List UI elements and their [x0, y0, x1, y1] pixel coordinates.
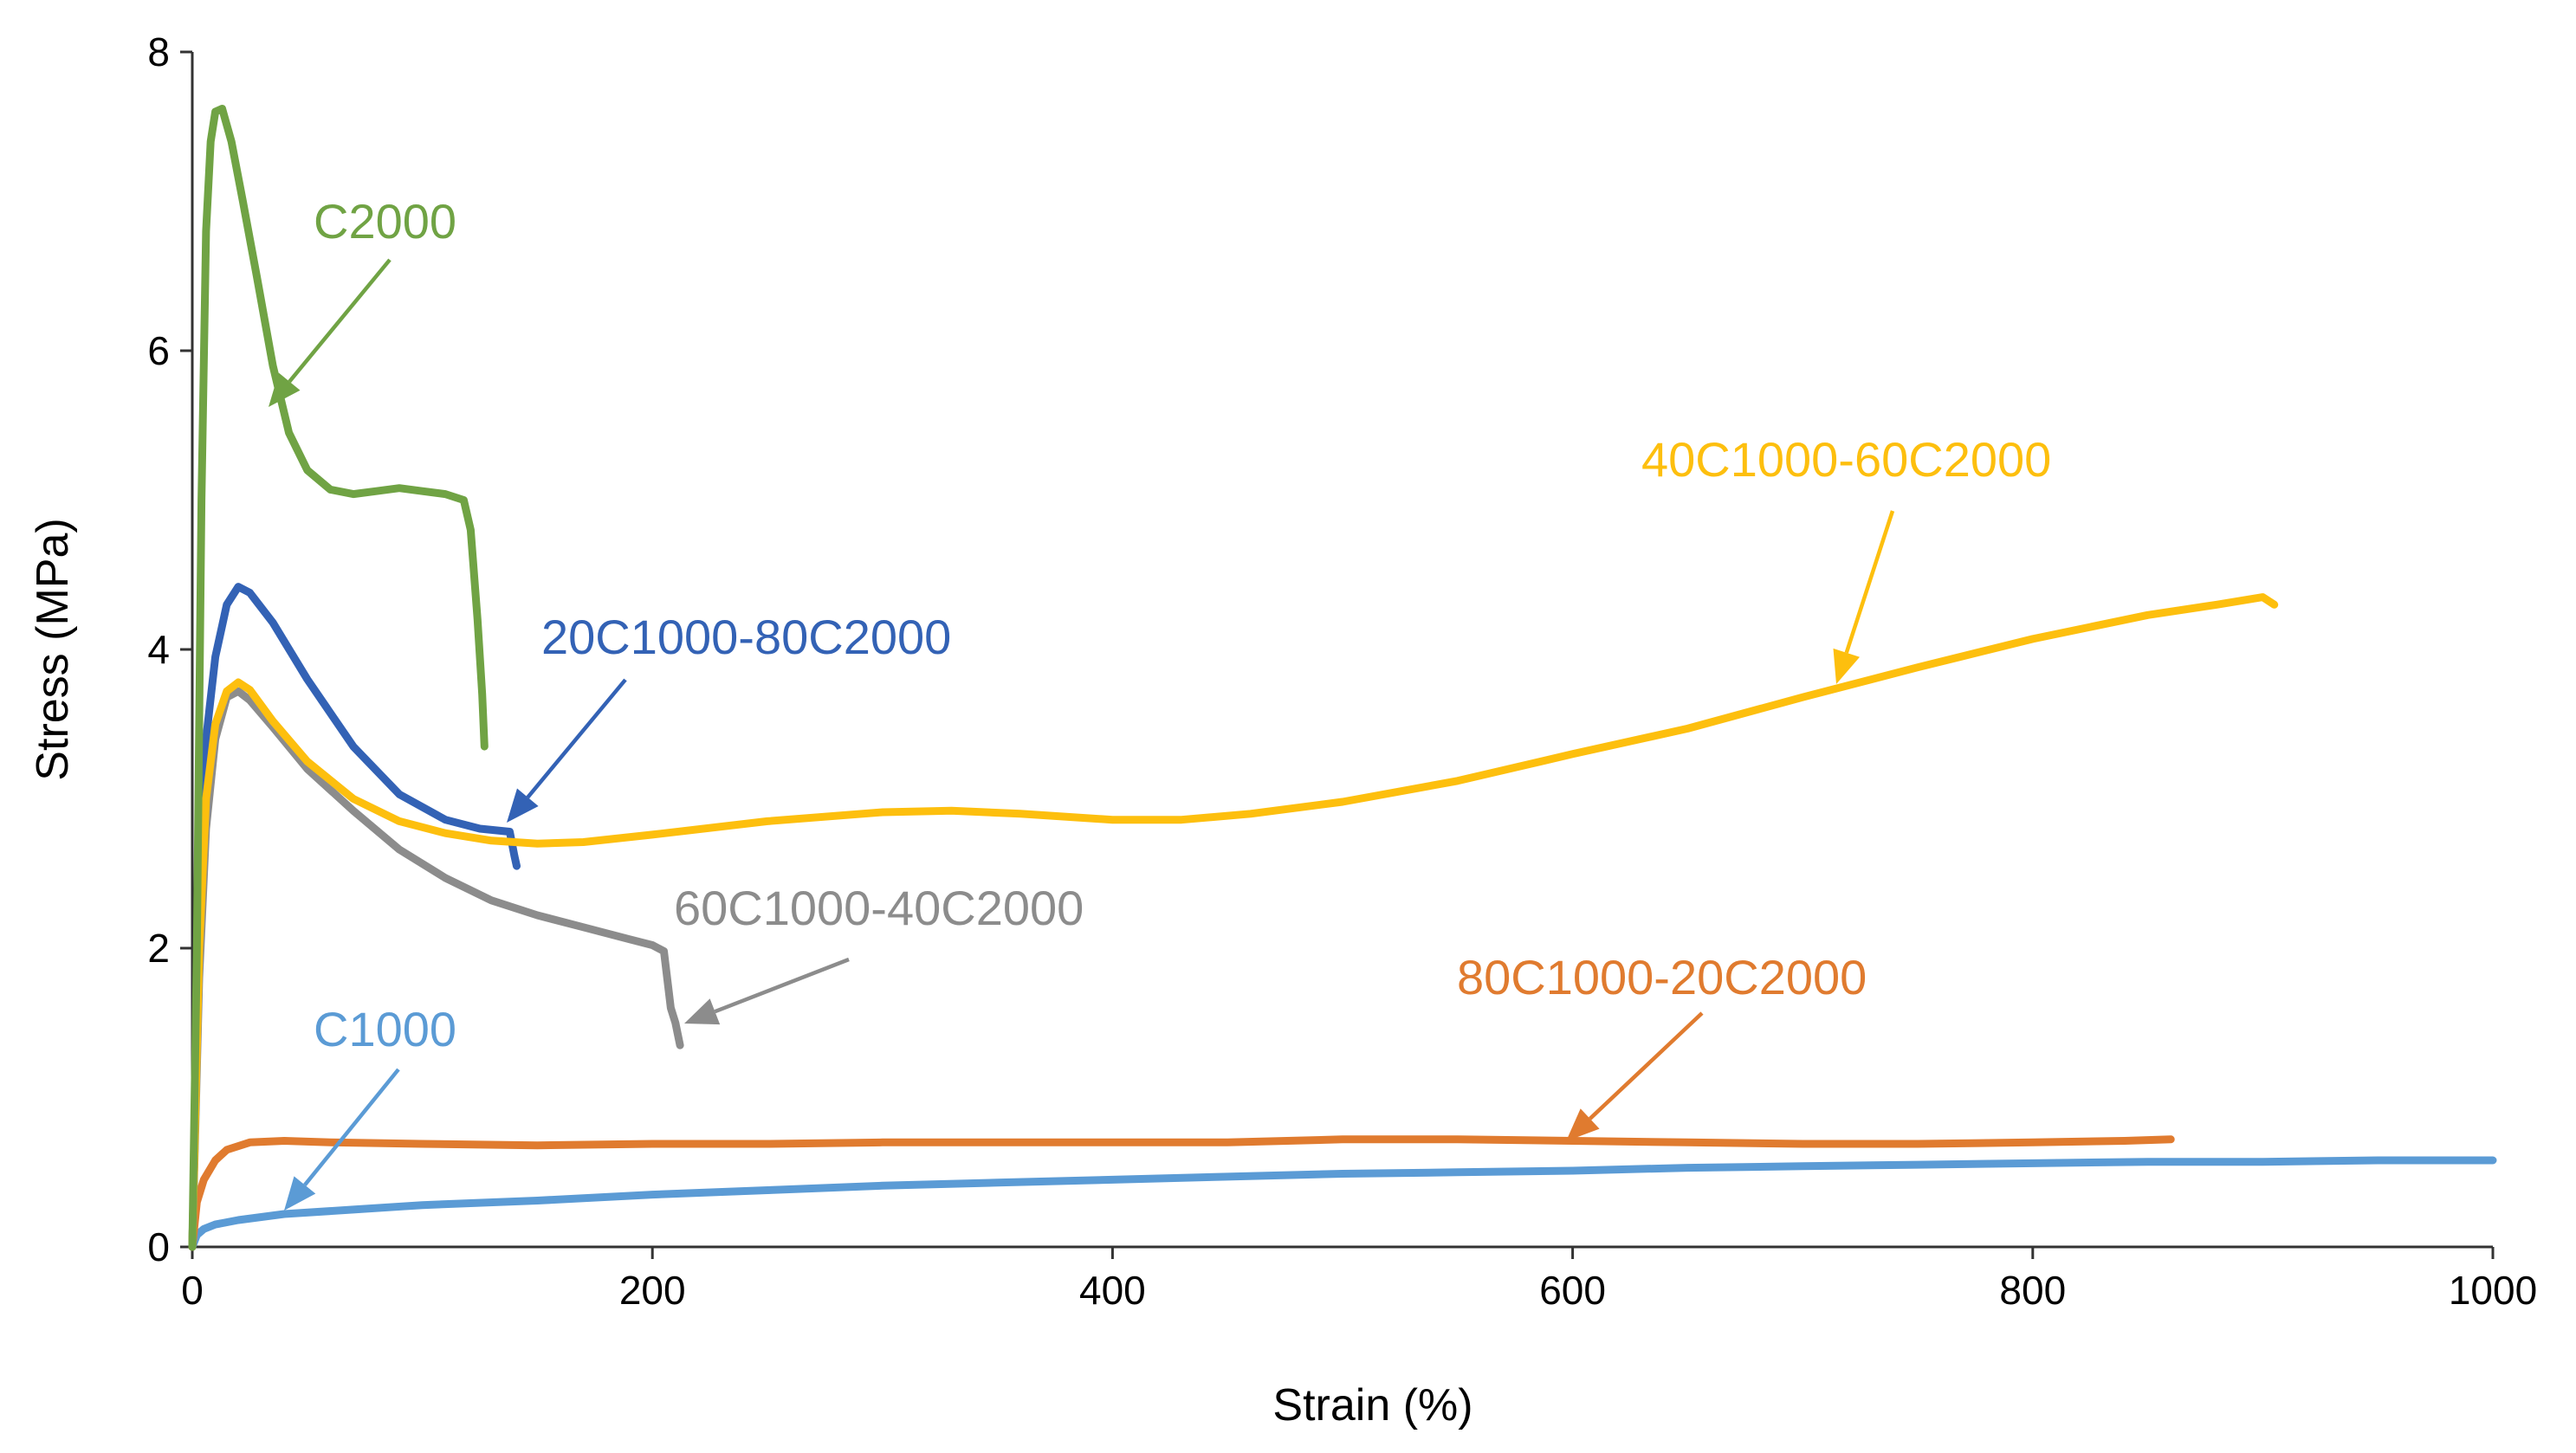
y-tick-label: 2: [147, 926, 170, 971]
x-tick-label: 0: [181, 1268, 204, 1313]
annotation-arrowhead-c2000: [269, 372, 301, 407]
annotation-layer: C2000 40C1000-60C2000 20C1000-80C2000 60C10…: [269, 194, 2051, 1211]
annotation-arrow-40c1000-60c2000: [1844, 510, 1895, 654]
y-tick-label: 8: [147, 29, 170, 74]
series-label-60c1000-40c2000: 60C1000-40C2000: [674, 881, 1084, 935]
series-label-c2000: C2000: [314, 194, 456, 249]
series-line-80c1000-20c2000: [188, 1135, 2175, 1251]
annotation-arrowhead-20c1000-80c2000: [507, 788, 539, 823]
annotation-arrowhead-40c1000-60c2000: [1833, 648, 1860, 684]
annotation-arrowhead-60c1000-40c2000: [684, 998, 721, 1025]
annotation-arrow-60c1000-40c2000: [714, 957, 850, 1014]
y-tick-label: 4: [147, 627, 170, 672]
x-tick-label: 400: [1079, 1268, 1146, 1313]
series-line-20c1000-80c2000: [188, 583, 521, 1251]
annotation-arrow-c1000: [303, 1068, 400, 1186]
x-tick-label: 600: [1539, 1268, 1606, 1313]
x-axis-title: Strain (%): [1272, 1380, 1472, 1430]
series-line-40c1000-60c2000: [188, 593, 2279, 1251]
y-tick-label: 0: [147, 1224, 170, 1269]
series-line-c1000: [188, 1156, 2497, 1251]
annotation-arrow-80c1000-20c2000: [1589, 1011, 1704, 1120]
series-label-80c1000-20c2000: 80C1000-20C2000: [1457, 950, 1867, 1004]
annotation-arrowhead-c1000: [284, 1176, 316, 1211]
series-label-40c1000-60c2000: 40C1000-60C2000: [1641, 432, 2051, 487]
y-axis-title: Stress (MPa): [28, 518, 78, 780]
x-tick-label: 1000: [2449, 1268, 2537, 1313]
annotation-arrowhead-80c1000-20c2000: [1566, 1108, 1600, 1141]
annotation-arrow-c2000: [288, 258, 392, 384]
series-line-c2000: [188, 105, 489, 1251]
series-label-20c1000-80c2000: 20C1000-80C2000: [541, 610, 951, 664]
series-layer: [188, 105, 2497, 1251]
annotation-arrow-20c1000-80c2000: [526, 678, 627, 799]
series-line-60c1000-40c2000: [188, 687, 684, 1251]
x-tick-label: 200: [619, 1268, 686, 1313]
axes: 0 2 4 6 8 0 200 400 600 800 1000: [147, 29, 2537, 1313]
y-tick-label: 6: [147, 328, 170, 373]
series-label-c1000: C1000: [314, 1002, 456, 1056]
x-tick-label: 800: [1999, 1268, 2066, 1313]
